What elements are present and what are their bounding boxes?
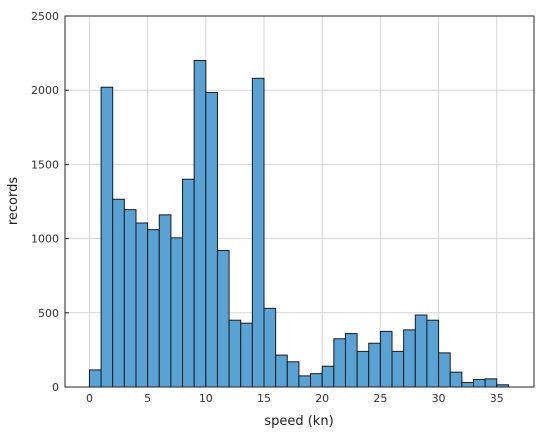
histogram-bar (333, 338, 346, 388)
x-tick-label: 20 (315, 392, 329, 405)
histogram-bar (461, 382, 474, 388)
histogram-bar (426, 319, 440, 388)
y-axis-label: records (6, 177, 21, 226)
y-tick-label: 0 (52, 381, 59, 394)
y-tick-label: 1500 (31, 158, 59, 171)
y-tick-label: 500 (38, 307, 59, 320)
histogram-bar (379, 330, 393, 388)
histogram-bar (158, 214, 172, 388)
histogram-bar (170, 237, 184, 388)
histogram-bar (263, 307, 277, 388)
histogram-bar (100, 86, 114, 388)
histogram-bar (88, 369, 102, 388)
histogram-bar (438, 352, 451, 388)
histogram-bar (391, 350, 405, 388)
histogram-bar (472, 379, 486, 388)
histogram-bar (403, 329, 416, 388)
histogram-bar (205, 91, 218, 388)
histogram-bar (298, 375, 312, 388)
x-tick-label: 15 (257, 392, 271, 405)
y-tick-label: 2500 (31, 10, 59, 23)
histogram-bars (88, 60, 509, 388)
x-axis-label: speed (kn) (264, 414, 333, 429)
histogram-bar (484, 378, 498, 388)
histogram-bar (135, 222, 149, 388)
histogram-bar (356, 350, 370, 388)
histogram-bar (286, 361, 300, 388)
histogram-bar (147, 229, 160, 388)
histogram-bar (216, 249, 230, 388)
x-tick-label: 35 (490, 392, 504, 405)
y-tick-label: 1000 (31, 233, 59, 246)
histogram-bar (449, 371, 463, 388)
x-tick-label: 30 (432, 392, 446, 405)
x-tick-label: 0 (86, 392, 93, 405)
histogram-bar (240, 322, 253, 388)
histogram-bar (182, 178, 195, 388)
histogram-bar (251, 77, 265, 388)
plot-frame (64, 15, 535, 388)
y-tick-label: 2000 (31, 84, 59, 97)
histogram-bar (310, 373, 323, 388)
y-axis-ticks: 0 500 1000 1500 2000 2500 (31, 10, 69, 394)
histogram-bar (228, 319, 242, 388)
histogram-bar (112, 198, 125, 388)
histogram-bar (193, 60, 207, 388)
x-tick-label: 5 (144, 392, 151, 405)
histogram-bar (321, 365, 335, 388)
histogram-bar (275, 354, 288, 388)
histogram-bar (368, 342, 381, 388)
x-axis-ticks: 0 5 10 15 20 25 30 35 (86, 383, 504, 405)
histogram-bar (123, 209, 137, 388)
x-tick-label: 25 (373, 392, 387, 405)
histogram-bar (344, 333, 358, 388)
histogram-bar (414, 314, 428, 388)
x-tick-label: 10 (199, 392, 213, 405)
